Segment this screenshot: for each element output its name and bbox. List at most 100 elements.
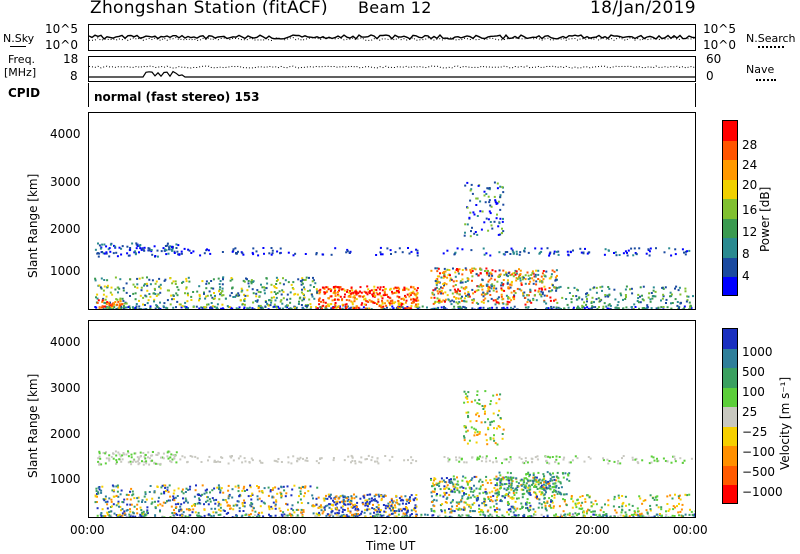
heatmap-cell bbox=[290, 462, 293, 465]
freq-tick-bottom: 8 bbox=[70, 69, 78, 83]
heatmap-cell bbox=[265, 287, 268, 290]
heatmap-cell bbox=[475, 497, 478, 500]
heatmap-cell bbox=[492, 461, 495, 464]
heatmap-cell bbox=[162, 305, 165, 308]
heatmap-cell bbox=[405, 511, 408, 514]
heatmap-cell bbox=[626, 254, 629, 257]
heatmap-cell bbox=[115, 454, 118, 457]
heatmap-cell bbox=[607, 286, 610, 288]
heatmap-cell bbox=[538, 280, 541, 283]
heatmap-cell bbox=[405, 307, 408, 310]
heatmap-cell bbox=[430, 495, 433, 498]
heatmap-cell bbox=[684, 290, 687, 293]
heatmap-cell bbox=[649, 298, 652, 301]
heatmap-cell bbox=[114, 301, 117, 303]
heatmap-cell bbox=[273, 296, 275, 299]
heatmap-cell bbox=[650, 455, 653, 458]
heatmap-cell bbox=[414, 506, 417, 509]
heatmap-cell bbox=[649, 247, 652, 250]
heatmap-cell bbox=[156, 306, 159, 309]
heatmap-cell bbox=[527, 486, 530, 489]
heatmap-cell bbox=[397, 290, 400, 292]
heatmap-cell bbox=[471, 275, 474, 278]
heatmap-cell bbox=[337, 515, 340, 517]
heatmap-cell bbox=[679, 293, 682, 296]
heatmap-cell bbox=[112, 452, 115, 455]
heatmap-cell bbox=[268, 506, 271, 509]
heatmap-cell bbox=[621, 457, 623, 460]
heatmap-cell bbox=[577, 289, 579, 292]
heatmap-cell bbox=[490, 273, 493, 275]
heatmap-cell bbox=[307, 502, 310, 505]
heatmap-cell bbox=[489, 438, 492, 441]
heatmap-cell bbox=[410, 298, 412, 301]
heatmap-cell bbox=[416, 305, 419, 308]
heatmap-cell bbox=[97, 299, 100, 302]
heatmap-cell bbox=[246, 294, 249, 297]
heatmap-cell bbox=[327, 493, 330, 496]
heatmap-cell bbox=[626, 251, 628, 254]
heatmap-cell bbox=[655, 247, 657, 250]
heatmap-cell bbox=[515, 487, 518, 490]
heatmap-cell bbox=[568, 472, 571, 475]
heatmap-cell bbox=[394, 506, 397, 509]
heatmap-cell bbox=[389, 249, 392, 252]
heatmap-cell bbox=[466, 514, 469, 517]
heatmap-cell bbox=[173, 489, 176, 492]
heatmap-cell bbox=[510, 247, 513, 250]
heatmap-cell bbox=[431, 490, 434, 493]
heatmap-cell bbox=[325, 514, 328, 517]
heatmap-cell bbox=[316, 307, 319, 310]
heatmap-cell bbox=[172, 454, 175, 457]
heatmap-cell bbox=[116, 286, 119, 289]
heatmap-cell bbox=[261, 490, 264, 492]
heatmap-cell bbox=[107, 248, 110, 251]
heatmap-cell bbox=[471, 456, 473, 459]
heatmap-cell bbox=[471, 192, 474, 195]
heatmap-cell bbox=[351, 303, 354, 306]
heatmap-cell bbox=[482, 408, 485, 410]
heatmap-cell bbox=[555, 484, 558, 487]
heatmap-cell bbox=[558, 456, 561, 458]
heatmap-cell bbox=[395, 494, 398, 497]
heatmap-cell bbox=[271, 489, 274, 491]
heatmap-cell bbox=[341, 494, 344, 497]
heatmap-cell bbox=[510, 482, 513, 485]
heatmap-cell bbox=[415, 498, 418, 501]
heatmap-cell bbox=[644, 307, 647, 310]
colorbar-segment bbox=[723, 348, 737, 369]
heatmap-cell bbox=[378, 288, 381, 291]
heatmap-cell bbox=[117, 495, 120, 498]
heatmap-cell bbox=[322, 497, 325, 500]
heatmap-cell bbox=[559, 308, 561, 311]
heatmap-cell bbox=[531, 277, 534, 280]
heatmap-cell bbox=[169, 277, 172, 280]
heatmap-cell bbox=[294, 252, 297, 255]
heatmap-cell bbox=[507, 488, 510, 491]
heatmap-cell bbox=[281, 302, 284, 305]
heatmap-cell bbox=[538, 498, 541, 501]
heatmap-cell bbox=[483, 221, 486, 224]
heatmap-cell bbox=[506, 471, 509, 474]
heatmap-cell bbox=[109, 250, 112, 253]
heatmap-cell bbox=[589, 288, 592, 291]
heatmap-cell bbox=[525, 507, 527, 510]
heatmap-cell bbox=[549, 473, 552, 476]
heatmap-cell bbox=[352, 291, 355, 294]
heatmap-cell bbox=[257, 307, 260, 309]
heatmap-cell bbox=[433, 307, 436, 310]
heatmap-cell bbox=[443, 300, 446, 303]
heatmap-cell bbox=[349, 510, 352, 513]
heatmap-cell bbox=[551, 479, 554, 482]
heatmap-cell bbox=[512, 506, 514, 509]
heatmap-cell bbox=[463, 390, 466, 393]
heatmap-cell bbox=[444, 307, 447, 309]
heatmap-cell bbox=[503, 289, 506, 292]
heatmap-cell bbox=[308, 298, 311, 301]
heatmap-cell bbox=[168, 484, 171, 487]
heatmap-cell bbox=[510, 488, 513, 491]
heatmap-cell bbox=[102, 451, 105, 454]
heatmap-cell bbox=[180, 503, 183, 506]
heatmap-cell bbox=[575, 298, 578, 301]
heatmap-cell bbox=[499, 499, 502, 502]
